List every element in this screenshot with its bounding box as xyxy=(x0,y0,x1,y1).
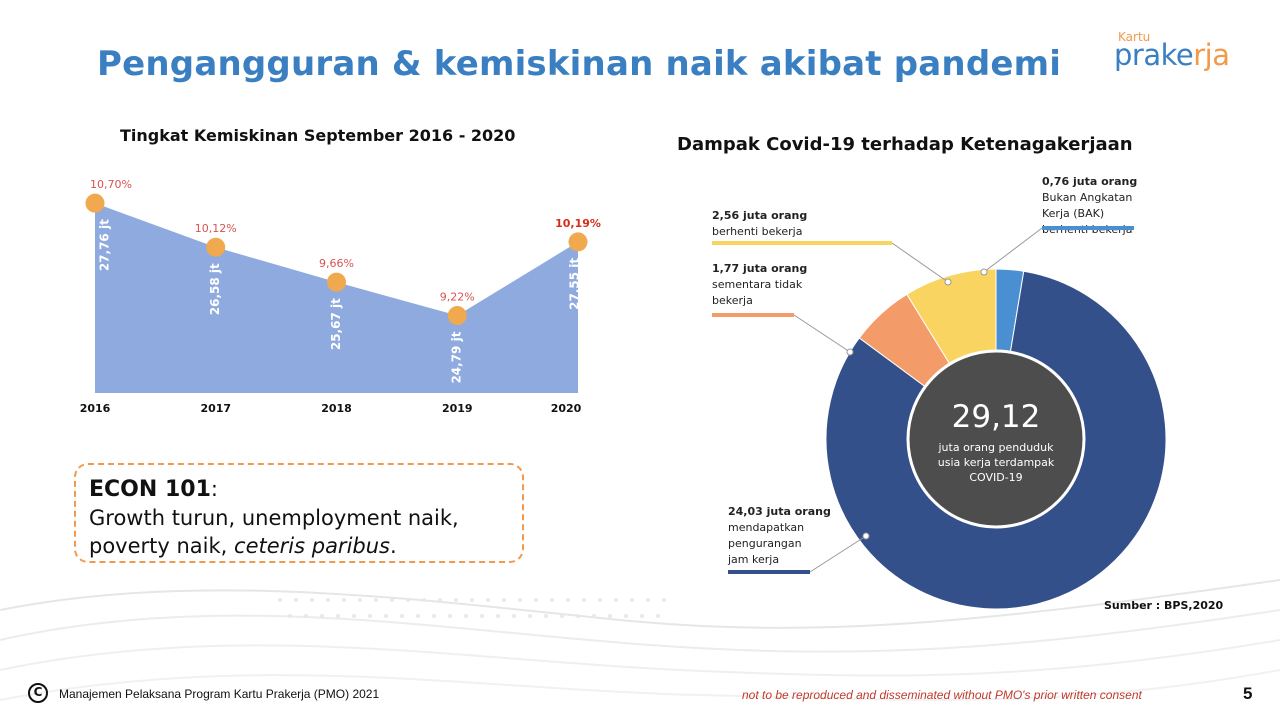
donut-label-1-line-2: pengurangan xyxy=(728,537,802,550)
donut-label-1-line-3: jam kerja xyxy=(727,553,779,566)
poverty-area-chart: 10,70% 27,76 jt 2016 10,12% 26,58 jt 2017 9,66… xyxy=(80,178,601,415)
donut-label-3-line-1: berhenti bekerja xyxy=(712,225,802,238)
donut-label-0-line-1: Bukan Angkatan xyxy=(1042,191,1132,204)
poverty-chart-title: Tingkat Kemiskinan September 2016 - 2020 xyxy=(120,126,516,145)
donut-center-value: 29,12 xyxy=(952,399,1041,435)
poverty-rate-label-2018: 9,66% xyxy=(319,257,354,270)
poverty-rate-label-2019: 9,22% xyxy=(440,291,475,304)
poverty-people-label-2018: 25,67 jt xyxy=(329,298,343,350)
donut-label-0-line-0: 0,76 juta orang xyxy=(1042,175,1137,188)
donut-label-2-line-1: sementara tidak xyxy=(712,278,803,291)
poverty-marker-2018 xyxy=(327,272,346,292)
econ-101-heading: ECON 101: xyxy=(89,477,218,502)
poverty-year-label-2017: 2017 xyxy=(200,402,231,415)
poverty-rate-label-2016: 10,70% xyxy=(90,178,132,191)
donut-center-line-2: COVID-19 xyxy=(969,471,1022,484)
donut-center-line-0: juta orang penduduk xyxy=(937,441,1054,454)
donut-label-2-line-0: 1,77 juta orang xyxy=(712,262,807,275)
donut-center xyxy=(906,349,1086,529)
poverty-people-label-2020: 27,55 jt xyxy=(568,258,582,310)
poverty-year-label-2020: 2020 xyxy=(551,402,582,415)
poverty-year-label-2019: 2019 xyxy=(442,402,473,415)
donut-leader-2 xyxy=(793,314,851,353)
donut-label-0-line-2: Kerja (BAK) xyxy=(1042,207,1104,220)
poverty-marker-2017 xyxy=(206,237,226,257)
donut-leader-dot-1 xyxy=(862,532,870,540)
poverty-marker-2016 xyxy=(85,193,105,213)
econ-101-line-1: Growth turun, unemployment naik, xyxy=(89,506,459,530)
covid-impact-donut-chart: 29,12 juta orang penduduk usia kerja terda… xyxy=(712,175,1167,610)
donut-label-3-line-0: 2,56 juta orang xyxy=(712,209,807,222)
donut-leader-dot-0 xyxy=(980,268,988,276)
page-number: 5 xyxy=(1243,684,1253,703)
poverty-people-label-2017: 26,58 jt xyxy=(208,263,222,315)
donut-center-line-1: usia kerja terdampak xyxy=(938,456,1055,469)
source-note: Sumber : BPS,2020 xyxy=(1104,599,1224,612)
kartu-prakerja-logo: Kartu prakerja xyxy=(1112,30,1252,80)
copyright-icon: C xyxy=(28,683,48,703)
poverty-people-label-2016: 27,76 jt xyxy=(98,219,112,271)
covid-chart-title: Dampak Covid-19 terhadap Ketenagakerjaan xyxy=(677,134,1133,155)
poverty-people-label-2019: 24,79 jt xyxy=(450,331,464,383)
donut-label-1-line-0: 24,03 juta orang xyxy=(728,505,831,518)
donut-leader-dot-2 xyxy=(846,348,854,356)
donut-leader-dot-3 xyxy=(944,278,952,286)
econ-101-box: ECON 101: Growth turun, unemployment nai… xyxy=(74,463,524,563)
donut-leader-0 xyxy=(983,227,1043,273)
poverty-rate-label-2017: 10,12% xyxy=(195,222,237,235)
footer-copyright-text: Manajemen Pelaksana Program Kartu Praker… xyxy=(59,687,380,701)
econ-101-line-2: poverty naik, ceteris paribus. xyxy=(89,534,397,558)
donut-label-2-line-2: bekerja xyxy=(712,294,753,307)
poverty-area xyxy=(95,203,578,393)
poverty-marker-2020 xyxy=(568,232,588,252)
logo-top-text: Kartu xyxy=(1118,30,1151,44)
logo-main-text: prakerja xyxy=(1114,38,1230,72)
footer-disclaimer: not to be reproduced and disseminated wi… xyxy=(742,688,1142,702)
slide-title: Pengangguran & kemiskinan naik akibat pa… xyxy=(97,44,1062,84)
poverty-year-label-2016: 2016 xyxy=(80,402,111,415)
donut-leader-1 xyxy=(809,535,867,573)
poverty-rate-label-2020: 10,19% xyxy=(555,217,601,230)
poverty-year-label-2018: 2018 xyxy=(321,402,352,415)
donut-leader-3 xyxy=(891,242,949,283)
poverty-marker-2019 xyxy=(447,306,467,326)
donut-label-1-line-1: mendapatkan xyxy=(728,521,804,534)
